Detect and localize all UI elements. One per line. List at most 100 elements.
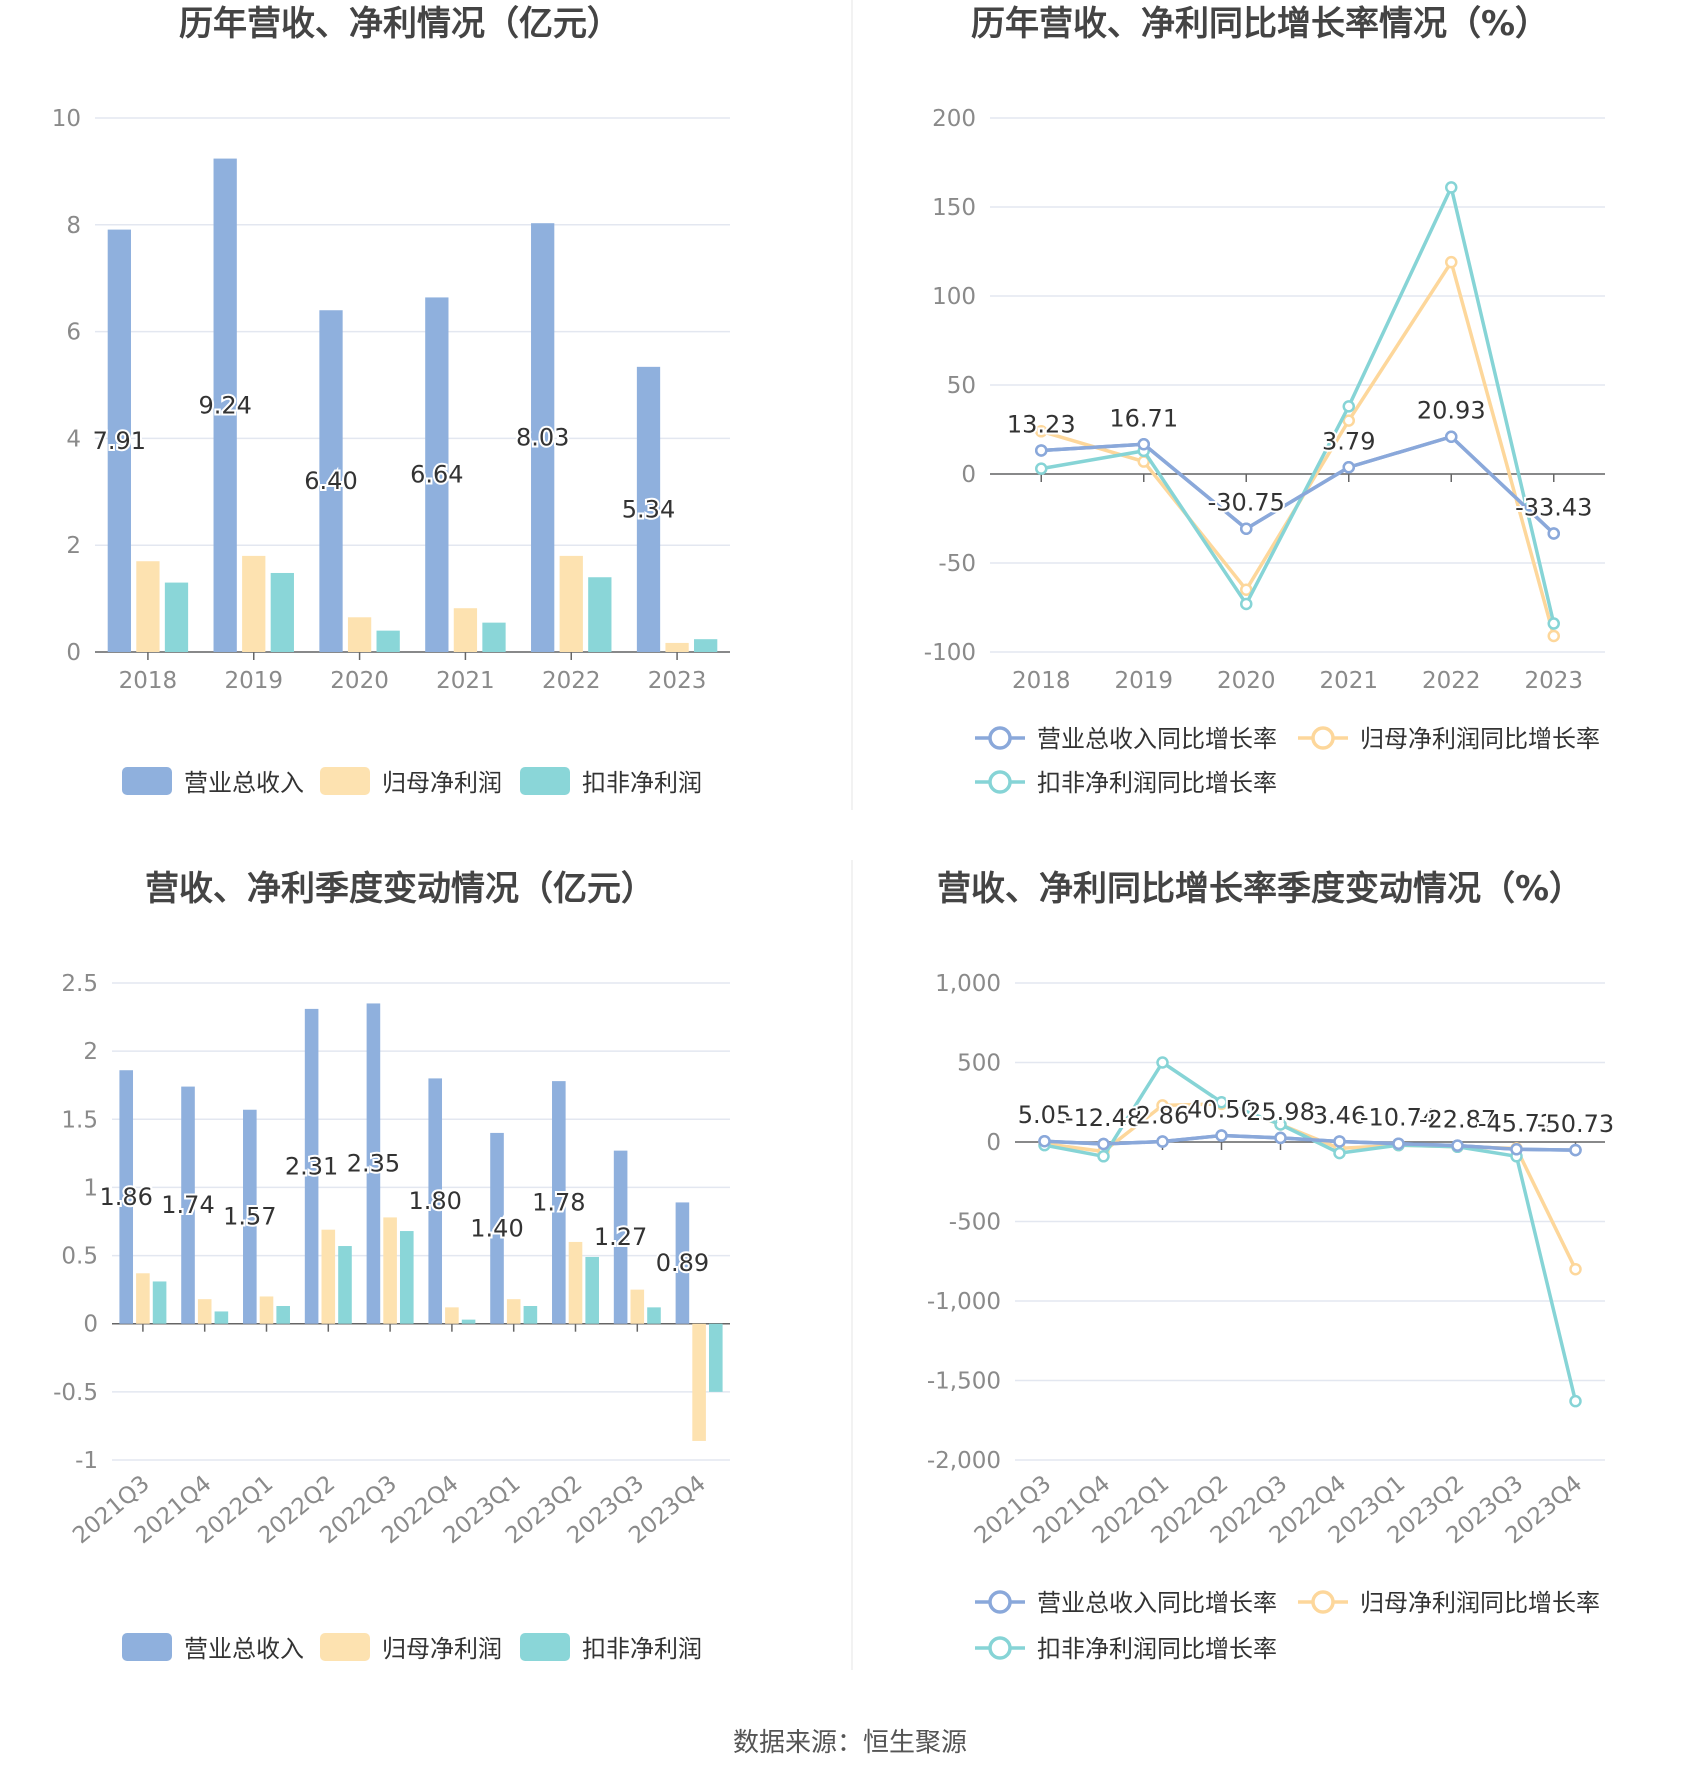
bar <box>482 622 506 652</box>
x-tick-label: 2021 <box>1319 668 1378 694</box>
y-tick-label: 200 <box>932 106 976 132</box>
x-tick-label: 2020 <box>1217 668 1276 694</box>
data-point <box>1445 255 1458 269</box>
legend-label: 营业总收入 <box>184 1635 304 1663</box>
bar <box>523 1305 538 1324</box>
bar <box>552 1081 566 1324</box>
data-label: -22.87 <box>1419 1106 1496 1134</box>
data-point <box>1342 461 1355 474</box>
bar <box>213 158 237 653</box>
data-point <box>1156 1056 1169 1069</box>
bar <box>613 1150 628 1324</box>
bar <box>119 1070 134 1324</box>
bar <box>708 1323 723 1392</box>
y-tick-label: -1 <box>75 1448 98 1474</box>
source-text: 数据来源：恒生聚源 <box>732 1728 967 1758</box>
bar <box>164 582 189 652</box>
bar <box>338 1246 352 1324</box>
legend-marker <box>988 1636 1012 1660</box>
bar <box>568 1241 583 1324</box>
bar <box>585 1256 599 1324</box>
data-point <box>1240 583 1253 596</box>
y-tick-label: 6 <box>66 320 81 346</box>
data-label: 2.31 <box>285 1152 338 1180</box>
bar <box>270 572 294 652</box>
chart-quarterly-growth: 营收、净利同比增长率季度变动情况（%） -2,000 -1,500 -1,000 -50… <box>927 869 1616 1663</box>
data-label: 6.40 <box>304 467 357 495</box>
data-point <box>1038 1134 1051 1148</box>
data-point <box>1333 1135 1346 1148</box>
legend-swatch <box>520 1633 570 1661</box>
y-tick-label: -2,000 <box>927 1448 1001 1474</box>
bar <box>506 1299 521 1324</box>
x-tick-label: 2019 <box>1114 668 1173 694</box>
data-label: 7.91 <box>93 427 146 455</box>
data-label: -33.43 <box>1515 494 1592 522</box>
y-tick-label: 1 <box>83 1175 98 1201</box>
bar <box>636 366 661 652</box>
legend-swatch <box>122 1633 172 1661</box>
x-tick-label: 2018 <box>1012 668 1071 694</box>
data-point <box>1215 1096 1228 1109</box>
bar <box>319 310 343 652</box>
x-tick-label: 2023 <box>1524 668 1583 694</box>
legend-swatch <box>320 767 370 795</box>
data-label: 5.05 <box>1018 1101 1071 1129</box>
legend-marker <box>988 726 1012 750</box>
legend-label: 扣非净利润同比增长率 <box>1037 1635 1277 1663</box>
bar <box>136 561 160 652</box>
y-tick-label: 50 <box>947 373 976 399</box>
y-tick-label: -100 <box>924 640 976 666</box>
y-tick-label: 2 <box>83 1039 98 1065</box>
bar <box>304 1008 319 1324</box>
data-point <box>1445 181 1458 194</box>
legend-label: 归母净利润同比增长率 <box>1360 1589 1600 1617</box>
data-label: 2.35 <box>347 1150 400 1178</box>
data-point <box>1240 597 1253 611</box>
data-point <box>1156 1135 1169 1148</box>
legend-marker <box>1311 726 1335 750</box>
bar <box>461 1319 476 1324</box>
data-point <box>1035 444 1048 457</box>
data-point <box>1240 522 1253 535</box>
series-line <box>1041 434 1555 535</box>
legend-label: 扣非净利润 <box>582 769 702 797</box>
data-label: 1.27 <box>594 1223 647 1251</box>
x-tick-label: 2019 <box>224 668 283 694</box>
legend-marker <box>1311 1590 1335 1614</box>
data-label: 8.03 <box>516 424 569 452</box>
y-tick-label: 4 <box>66 426 81 452</box>
y-tick-label: 0 <box>986 1130 1001 1156</box>
y-tick-label: 2.5 <box>61 971 98 997</box>
data-point <box>1274 1131 1287 1145</box>
chart-title: 历年营收、净利同比增长率情况（%） <box>971 4 1549 44</box>
legend-label: 营业总收入同比增长率 <box>1037 725 1277 753</box>
data-label: 2.86 <box>1136 1102 1189 1130</box>
data-label: 0.89 <box>656 1249 709 1277</box>
legend-label: 归母净利润同比增长率 <box>1360 725 1600 753</box>
y-tick-label: 0.5 <box>61 1244 98 1270</box>
y-tick-label: 100 <box>932 284 976 310</box>
data-label: 1.74 <box>161 1191 214 1219</box>
data-point <box>1547 617 1560 630</box>
bar <box>136 1273 150 1324</box>
legend-label: 扣非净利润 <box>582 1635 702 1663</box>
data-point <box>1510 1143 1523 1156</box>
bar <box>347 617 372 652</box>
data-label: 3.79 <box>1322 427 1375 455</box>
y-tick-label: 8 <box>66 213 81 239</box>
y-tick-label: -50 <box>938 551 976 577</box>
data-label: 13.23 <box>1007 410 1076 438</box>
data-point <box>1569 1262 1582 1276</box>
data-label: 1.57 <box>223 1203 276 1231</box>
bar <box>692 1323 706 1441</box>
bar <box>243 1109 257 1324</box>
y-tick-label: -1,500 <box>927 1369 1001 1395</box>
data-point <box>1342 400 1355 413</box>
data-label: 5.34 <box>622 495 675 523</box>
legend-marker <box>988 1590 1012 1614</box>
x-tick-label: 2020 <box>330 668 389 694</box>
x-tick-label: 2018 <box>119 668 178 694</box>
bar <box>588 577 612 652</box>
y-tick-label: -1,000 <box>927 1289 1001 1315</box>
